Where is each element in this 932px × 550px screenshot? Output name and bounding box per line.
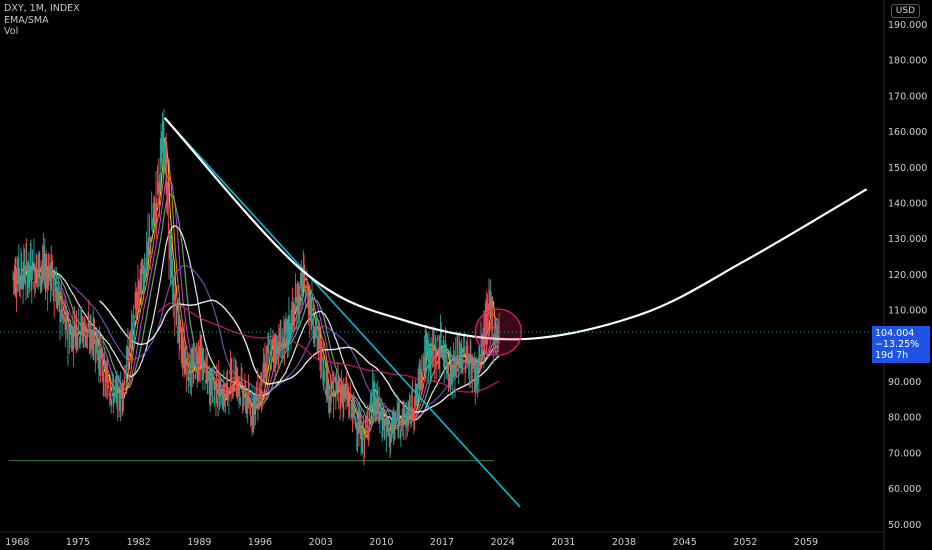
y-tick-label: 150.000 [888, 163, 927, 174]
y-tick-label: 130.000 [888, 234, 927, 245]
y-tick-label: 80.000 [888, 413, 921, 424]
y-tick-label: 70.000 [888, 448, 921, 459]
currency-button[interactable]: USD [890, 4, 920, 18]
x-tick-label: 1975 [66, 537, 90, 548]
x-tick-label: 2045 [673, 537, 697, 548]
x-tick-label: 1982 [127, 537, 151, 548]
y-tick-label: 170.000 [888, 91, 927, 102]
price-change: −13.25% [875, 339, 920, 351]
x-tick-label: 2024 [491, 537, 515, 548]
moving-average-line [34, 193, 500, 425]
x-tick-label: 2003 [309, 537, 333, 548]
x-tick-label: 1996 [248, 537, 272, 548]
price-series [12, 108, 500, 466]
x-tick-label: 1968 [5, 537, 29, 548]
last-price-tag: 104.004 −13.25% 19d 7h [872, 326, 930, 364]
y-tick-label: 180.000 [888, 56, 927, 67]
indicator-label[interactable]: EMA/SMA [4, 14, 49, 26]
last-price: 104.004 [875, 328, 915, 340]
volume-label[interactable]: Vol [4, 26, 19, 37]
bar-countdown: 19d 7h [875, 350, 909, 362]
descending-trend-line [164, 117, 521, 508]
moving-average-line [27, 173, 500, 431]
highlight-circle [474, 308, 522, 356]
moving-average-line [157, 302, 500, 393]
y-tick-label: 140.000 [888, 199, 927, 210]
x-tick-label: 2038 [612, 537, 636, 548]
drawings [0, 117, 884, 508]
y-tick-label: 50.000 [888, 520, 921, 531]
x-tick-label: 2010 [369, 537, 393, 548]
x-tick-label: 2052 [733, 537, 757, 548]
y-tick-label: 60.000 [888, 484, 921, 495]
y-tick-label: 160.000 [888, 127, 927, 138]
y-tick-label: 110.000 [888, 306, 927, 317]
y-tick-label: 190.000 [888, 20, 927, 31]
parabolic-curve [163, 117, 868, 341]
x-tick-label: 1989 [187, 537, 211, 548]
x-tick-label: 2059 [794, 537, 818, 548]
x-tick-label: 2017 [430, 537, 454, 548]
x-tick-label: 2031 [551, 537, 575, 548]
moving-average-line [99, 299, 500, 413]
y-tick-label: 120.000 [888, 270, 927, 281]
y-tick-label: 90.000 [888, 377, 921, 388]
chart-legend: DXY, 1M, INDEX EMA/SMA Vol [4, 3, 80, 38]
symbol-title[interactable]: DXY, 1M, INDEX [4, 3, 80, 14]
